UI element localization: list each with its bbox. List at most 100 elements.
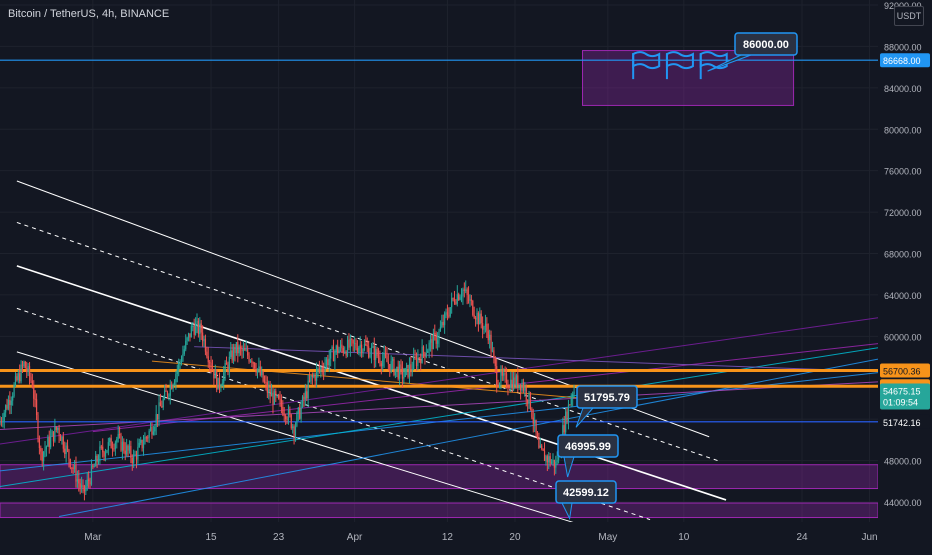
candle-body bbox=[429, 338, 432, 343]
candle-body bbox=[102, 446, 104, 453]
candle-body bbox=[142, 444, 145, 449]
candle-body bbox=[187, 333, 190, 338]
candle-body bbox=[375, 349, 377, 361]
candle-body bbox=[408, 364, 411, 378]
candle-body bbox=[330, 349, 332, 359]
candle-body bbox=[82, 485, 84, 487]
candle-body bbox=[241, 348, 243, 352]
candle-body bbox=[428, 342, 430, 351]
candle-body bbox=[334, 351, 336, 362]
price-axis[interactable]: 92000.0088000.0084000.0080000.0076000.00… bbox=[878, 0, 932, 550]
candle-body bbox=[422, 346, 425, 353]
price-tick-label: 80000.00 bbox=[884, 125, 922, 135]
candle-body bbox=[441, 321, 443, 328]
candle-body bbox=[538, 438, 540, 448]
candle-body bbox=[265, 381, 267, 383]
candles bbox=[0, 280, 575, 501]
candle-body bbox=[283, 414, 285, 416]
candle-body bbox=[185, 340, 187, 350]
candle-body bbox=[151, 426, 153, 435]
candle-body bbox=[518, 384, 520, 389]
price-tick-label: 84000.00 bbox=[884, 84, 922, 94]
candle-body bbox=[20, 364, 22, 382]
candle-body bbox=[324, 364, 326, 372]
candle-body bbox=[110, 438, 112, 449]
candle-body bbox=[404, 368, 406, 377]
candle-body bbox=[96, 455, 98, 462]
candle-body bbox=[66, 445, 69, 450]
candle-body bbox=[140, 439, 142, 443]
time-axis[interactable]: Mar 15 23 Apr 12 20 May 10 24 Jun bbox=[0, 522, 932, 550]
currency-label[interactable]: USDT bbox=[894, 6, 924, 26]
candle-body bbox=[555, 461, 557, 468]
candle-body bbox=[58, 427, 60, 436]
candle-body bbox=[268, 389, 270, 393]
time-axis-bg bbox=[0, 522, 932, 550]
price-axis-bg bbox=[878, 0, 932, 550]
candle-body bbox=[123, 441, 125, 451]
candle-body bbox=[470, 299, 472, 301]
candle-body bbox=[7, 399, 10, 409]
candle-body bbox=[224, 363, 226, 373]
price-tick-label: 60000.00 bbox=[884, 332, 922, 342]
candle-body bbox=[38, 439, 40, 449]
candle-body bbox=[280, 399, 283, 407]
candle-body bbox=[145, 437, 147, 439]
candle-body bbox=[161, 406, 163, 408]
candle-body bbox=[306, 391, 308, 399]
candle-body bbox=[10, 400, 12, 406]
candle-body bbox=[536, 432, 539, 439]
price-callout: 86000.00 bbox=[707, 32, 798, 72]
candle-body bbox=[3, 412, 5, 422]
candle-body bbox=[342, 347, 344, 353]
candle-body bbox=[504, 373, 506, 375]
candle-body bbox=[245, 349, 247, 351]
candle-body bbox=[380, 363, 382, 367]
candle-body bbox=[217, 377, 219, 390]
candle-body bbox=[294, 425, 297, 436]
candle-body bbox=[459, 297, 461, 300]
candle-body bbox=[424, 352, 426, 357]
candle-body bbox=[272, 392, 274, 405]
candle-body bbox=[332, 346, 335, 362]
candle-body bbox=[465, 289, 467, 291]
candle-body bbox=[403, 376, 405, 379]
candle-body bbox=[341, 344, 343, 348]
candle-body bbox=[221, 383, 223, 387]
candle-body bbox=[569, 404, 571, 406]
candle-body bbox=[323, 369, 325, 372]
candle-body bbox=[152, 431, 154, 435]
candle-body bbox=[16, 376, 18, 381]
candle-body bbox=[287, 409, 290, 420]
candle-body bbox=[237, 341, 239, 354]
candle-body bbox=[425, 353, 427, 357]
time-tick-label: 10 bbox=[678, 532, 690, 543]
candle-body bbox=[376, 349, 378, 357]
candle-body bbox=[501, 371, 503, 376]
candle-body bbox=[407, 364, 409, 378]
candle-body bbox=[432, 333, 434, 350]
candle-body bbox=[118, 434, 121, 436]
trend-line-8 bbox=[151, 360, 608, 402]
candle-body bbox=[255, 368, 257, 373]
candle-body bbox=[147, 437, 149, 439]
candle-body bbox=[572, 393, 574, 398]
candle-body bbox=[389, 364, 391, 372]
candle-body bbox=[469, 299, 471, 301]
candle-body bbox=[207, 356, 209, 363]
candle-body bbox=[192, 326, 194, 328]
flag-icon bbox=[699, 51, 728, 80]
price-tick-label: 72000.00 bbox=[884, 208, 922, 218]
candle-body bbox=[368, 346, 370, 358]
callout-label: 46995.99 bbox=[565, 441, 611, 453]
candle-body bbox=[43, 451, 45, 462]
candle-body bbox=[548, 456, 550, 463]
candle-body bbox=[453, 298, 456, 303]
candle-body bbox=[273, 391, 275, 405]
candle-body bbox=[479, 313, 481, 325]
candle-body bbox=[33, 387, 35, 399]
candle-body bbox=[48, 437, 50, 448]
